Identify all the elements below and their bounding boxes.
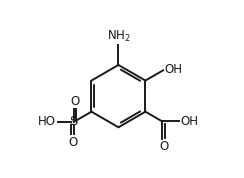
Text: O: O (70, 95, 80, 108)
Text: HO: HO (38, 115, 56, 129)
Text: O: O (68, 136, 77, 149)
Text: O: O (159, 140, 168, 153)
Text: OH: OH (164, 63, 182, 77)
Text: S: S (70, 115, 78, 129)
Text: OH: OH (180, 115, 198, 128)
Text: NH$_2$: NH$_2$ (107, 29, 130, 44)
